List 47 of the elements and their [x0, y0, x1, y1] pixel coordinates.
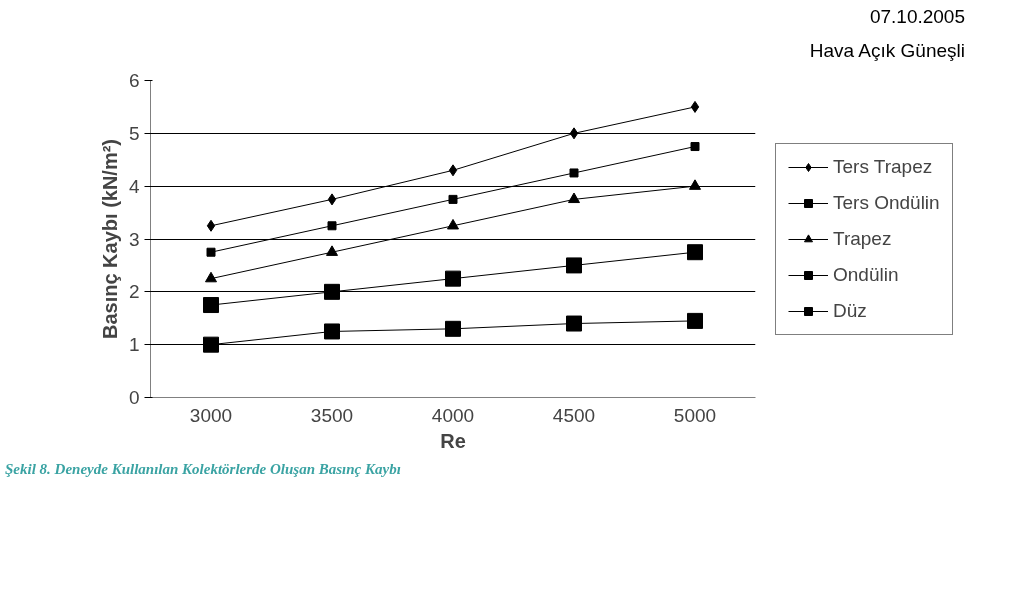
- text: Hava Açık Güneşli: [809, 39, 965, 63]
- point: [569, 168, 579, 178]
- point: [324, 323, 340, 340]
- legend-label: Trapez: [833, 227, 892, 250]
- point: [568, 192, 580, 204]
- point: [326, 245, 338, 256]
- point: [324, 283, 340, 300]
- point: [203, 336, 219, 353]
- point: [566, 315, 582, 332]
- x-tick-label: 5000: [673, 404, 717, 426]
- y-axis-title: Basınç Kaybı (kN/m²): [98, 138, 121, 340]
- y-tick-label: 1: [128, 334, 140, 356]
- point: [445, 270, 461, 287]
- x-tick-label: 3500: [310, 404, 354, 426]
- y-tick-label: 2: [128, 281, 140, 303]
- legend-label: Düz: [833, 299, 867, 322]
- point: [205, 271, 217, 283]
- point: [206, 247, 216, 257]
- point: [445, 320, 461, 337]
- point: [689, 179, 701, 190]
- text: 07.10.2005: [869, 5, 965, 29]
- legend-label: Ondülin: [833, 263, 899, 286]
- x-tick-label: 4500: [552, 404, 596, 426]
- legend-label: Ters Ondülin: [833, 191, 940, 214]
- point: [327, 221, 337, 231]
- point: [447, 218, 459, 230]
- point: [203, 297, 219, 314]
- y-tick-label: 6: [128, 70, 140, 91]
- legend-label: Ters Trapez: [833, 155, 933, 178]
- point: [690, 100, 700, 113]
- point: [448, 164, 458, 177]
- point: [206, 219, 216, 232]
- y-tick-label: 0: [128, 387, 140, 408]
- point: [327, 193, 337, 206]
- text: Şekil 8. Deneyde Kullanılan Kolektörlerde Oluşan Basınç Kaybı: [5, 460, 401, 479]
- point: [569, 127, 579, 140]
- y-tick-label: 4: [128, 175, 140, 197]
- y-tick-label: 3: [128, 228, 140, 250]
- point: [687, 312, 703, 329]
- point: [566, 257, 582, 274]
- point: [690, 142, 700, 152]
- x-tick-label: 4000: [431, 404, 475, 426]
- x-axis-title: Re: [440, 429, 466, 452]
- point: [687, 244, 703, 261]
- x-tick-label: 3000: [189, 404, 233, 426]
- point: [448, 194, 458, 204]
- y-tick-label: 5: [128, 122, 140, 144]
